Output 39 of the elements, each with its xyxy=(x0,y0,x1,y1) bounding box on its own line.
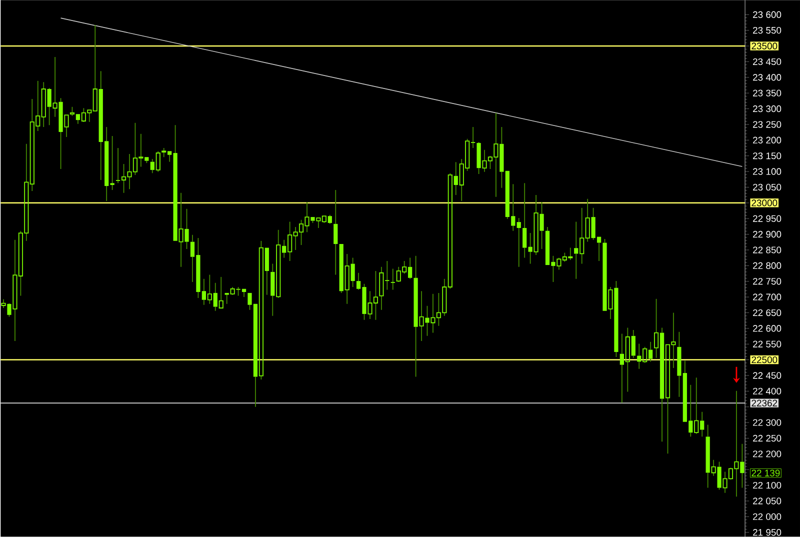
y-tick-label: 23 150 xyxy=(753,152,782,160)
y-tick-label: 23 550 xyxy=(753,26,782,34)
y-tick-label: 23 600 xyxy=(753,11,782,18)
y-tick-label: 23 450 xyxy=(753,58,782,66)
y-tick-label: 22 200 xyxy=(753,450,782,458)
text: 22 139 xyxy=(752,470,780,476)
y-tick-label: 22 650 xyxy=(753,309,782,316)
y-tick-label: 22 600 xyxy=(753,325,782,332)
y-tick-label: 22 850 xyxy=(753,246,782,254)
y-tick-label: 22 300 xyxy=(753,419,782,426)
y-tick-label: 22 700 xyxy=(753,294,782,300)
candlestick xyxy=(390,268,395,290)
y-tick-label: 22 750 xyxy=(753,278,782,285)
candlestick xyxy=(110,136,114,190)
candlestick xyxy=(334,190,338,276)
y-tick-label: 23 350 xyxy=(753,90,782,96)
y-tick-label: 23 300 xyxy=(753,105,782,112)
y-tick-label: 22 550 xyxy=(753,340,782,348)
ref-line-label: 23000 xyxy=(752,200,778,206)
y-tick-label: 23 050 xyxy=(753,184,782,191)
y-tick-label: 23 250 xyxy=(753,121,782,128)
y-tick-label: 22 450 xyxy=(753,372,782,379)
y-tick-label: 22 800 xyxy=(753,262,782,269)
y-tick-label: 23 400 xyxy=(753,74,782,81)
candlestick xyxy=(522,182,527,258)
y-tick-label: 22 000 xyxy=(753,513,782,520)
ref-line-label: 23500 xyxy=(752,42,778,50)
y-tick-label: 21 950 xyxy=(753,529,782,536)
y-tick-label: 22 100 xyxy=(753,482,782,489)
y-tick-label: 22 400 xyxy=(753,388,782,394)
y-tick-label: 22 900 xyxy=(753,230,782,238)
y-tick-label: 22 050 xyxy=(753,498,782,504)
candlestick xyxy=(516,217,521,268)
y-tick-label: 22 950 xyxy=(753,215,782,222)
y-tick-label: 23 100 xyxy=(753,168,782,175)
ref-line-label: 22500 xyxy=(752,356,778,364)
y-tick-label: 23 200 xyxy=(753,136,782,144)
ref-line-label: 22362 xyxy=(752,400,778,406)
y-tick-label: 22 250 xyxy=(753,434,782,442)
